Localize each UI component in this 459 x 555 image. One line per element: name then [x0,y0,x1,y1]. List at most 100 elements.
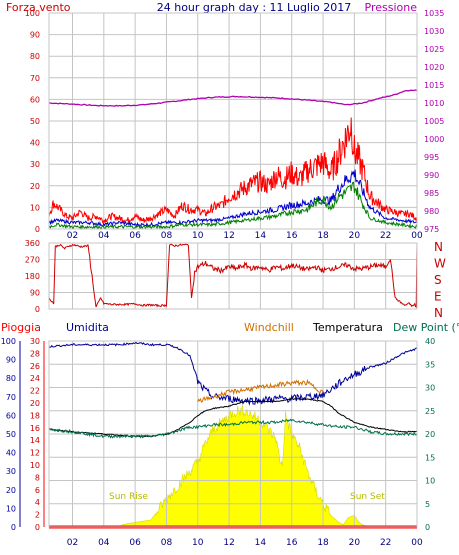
wind-tick-90: 90 [30,31,40,40]
temperature-line [48,398,418,438]
rain-legend: Pioggia [1,321,41,334]
wind-tick-60: 60 [30,95,40,104]
humidity-tick-90: 90 [6,356,16,365]
chart-title: 24 hour graph day : 11 Luglio 2017 [157,1,352,14]
pressure-tick-1035: 1035 [424,9,444,18]
temperature-tick-06: 06 [129,538,141,548]
wind-tick-02: 02 [67,231,78,241]
wind-tick-00: 00 [411,231,423,241]
wind-tick-18: 18 [317,231,329,241]
wind-tick-70: 70 [30,74,40,83]
temperature-tick-12: 12 [223,538,234,548]
wind-axis-ticks: 0 10 20 30 40 50 60 70 80 90 100 [25,9,40,234]
compass-w-1: W [434,257,446,271]
direction-degree-ticks: 0 90 180 270 360 [25,239,40,314]
humidity-tick-30: 30 [6,467,16,476]
pressure-tick-975: 975 [424,225,439,234]
temperature-tick-20: 20 [425,430,435,439]
temperature-tick-15: 15 [425,453,435,462]
pressure-line [49,89,418,107]
pressure-tick-1030: 1030 [424,27,444,36]
temperature-tick-25: 25 [425,407,435,416]
wind-tick-20: 20 [349,231,361,241]
temperature-tick-20: 20 [349,538,361,548]
sunrise-label: Sun Rise [109,492,148,502]
temperature-tick-5: 5 [425,500,430,509]
humidity-line [48,341,418,406]
compass-n-4: N [434,306,443,320]
rain-tick-28: 28 [30,349,40,358]
wind-tick-04: 04 [98,231,110,241]
pressure-label: Pressione [365,1,418,14]
temperature-tick-02: 02 [67,538,78,548]
sunset-label: Sun Set [350,492,385,502]
pressure-tick-1005: 1005 [424,117,444,126]
pressure-tick-995: 995 [424,153,439,162]
direction-tick-270: 270 [25,256,40,265]
wind-tick-14: 14 [255,231,267,241]
direction-series [48,242,418,308]
temperature-tick-40: 40 [425,337,435,346]
rain-tick-30: 30 [30,337,40,346]
wind-tick-08: 08 [161,231,173,241]
temperature-tick-00: 00 [411,538,423,548]
temperature-time-ticks: 02 04 06 08 10 12 14 16 18 20 22 00 [67,538,423,548]
temperature-tick-04: 04 [98,538,110,548]
pressure-tick-1015: 1015 [424,81,444,90]
humidity-tick-20: 20 [6,486,16,495]
temperature-tick-14: 14 [255,538,267,548]
wind-tick-10: 10 [30,203,40,212]
humidity-tick-0: 0 [11,523,16,532]
dewpoint-legend: Dew Point (°C [393,321,459,334]
humidity-tick-80: 80 [6,374,16,383]
windchill-line [197,378,324,403]
wind-pressure-frame [48,12,418,230]
compass-n-0: N [434,240,443,254]
temperature-tick-10: 10 [425,477,435,486]
direction-tick-0: 0 [35,305,40,314]
pressure-tick-980: 980 [424,207,439,216]
rain-tick-20: 20 [30,399,40,408]
direction-tick-180: 180 [25,272,40,281]
humidity-tick-70: 70 [6,393,16,402]
wind-tick-16: 16 [286,231,298,241]
dewpoint-line [48,418,418,439]
temperature-tick-10: 10 [192,538,204,548]
wind-time-ticks: 02 04 06 08 10 12 14 16 18 20 22 00 [67,231,423,241]
pressure-tick-1020: 1020 [424,63,444,72]
pressure-tick-1010: 1010 [424,99,444,108]
wind_avg-line [48,169,418,228]
wind-tick-40: 40 [30,139,40,148]
pressure-tick-1025: 1025 [424,45,444,54]
rain-tick-10: 10 [30,461,40,470]
humidity-tick-100: 100 [1,337,16,346]
rain-tick-26: 26 [30,362,40,371]
temperature-frame [48,340,418,528]
wind-tick-100: 100 [25,9,40,18]
wind-pressure-series [48,89,418,231]
wind_min-line [48,181,418,231]
pressure-tick-1000: 1000 [424,135,444,144]
wind-tick-22: 22 [380,231,391,241]
temperature-tick-16: 16 [286,538,298,548]
rain-tick-0: 0 [35,523,40,532]
wind-tick-0: 0 [35,225,40,234]
wind-tick-10: 10 [192,231,204,241]
windchill-legend: Windchill [244,321,294,334]
rain-tick-24: 24 [30,374,40,383]
rain-tick-14: 14 [30,436,40,445]
wind-tick-06: 06 [129,231,141,241]
wind-tick-30: 30 [30,160,40,169]
compass-s-2: S [434,273,442,287]
humidity-tick-10: 10 [6,504,16,513]
rain-tick-16: 16 [30,424,40,433]
temperature-tick-0: 0 [425,523,430,532]
rain-tick-6: 6 [35,486,40,495]
humidity-axis-ticks: 0 10 20 30 40 50 60 70 80 90 100 [1,337,16,532]
humidity-tick-50: 50 [6,430,16,439]
